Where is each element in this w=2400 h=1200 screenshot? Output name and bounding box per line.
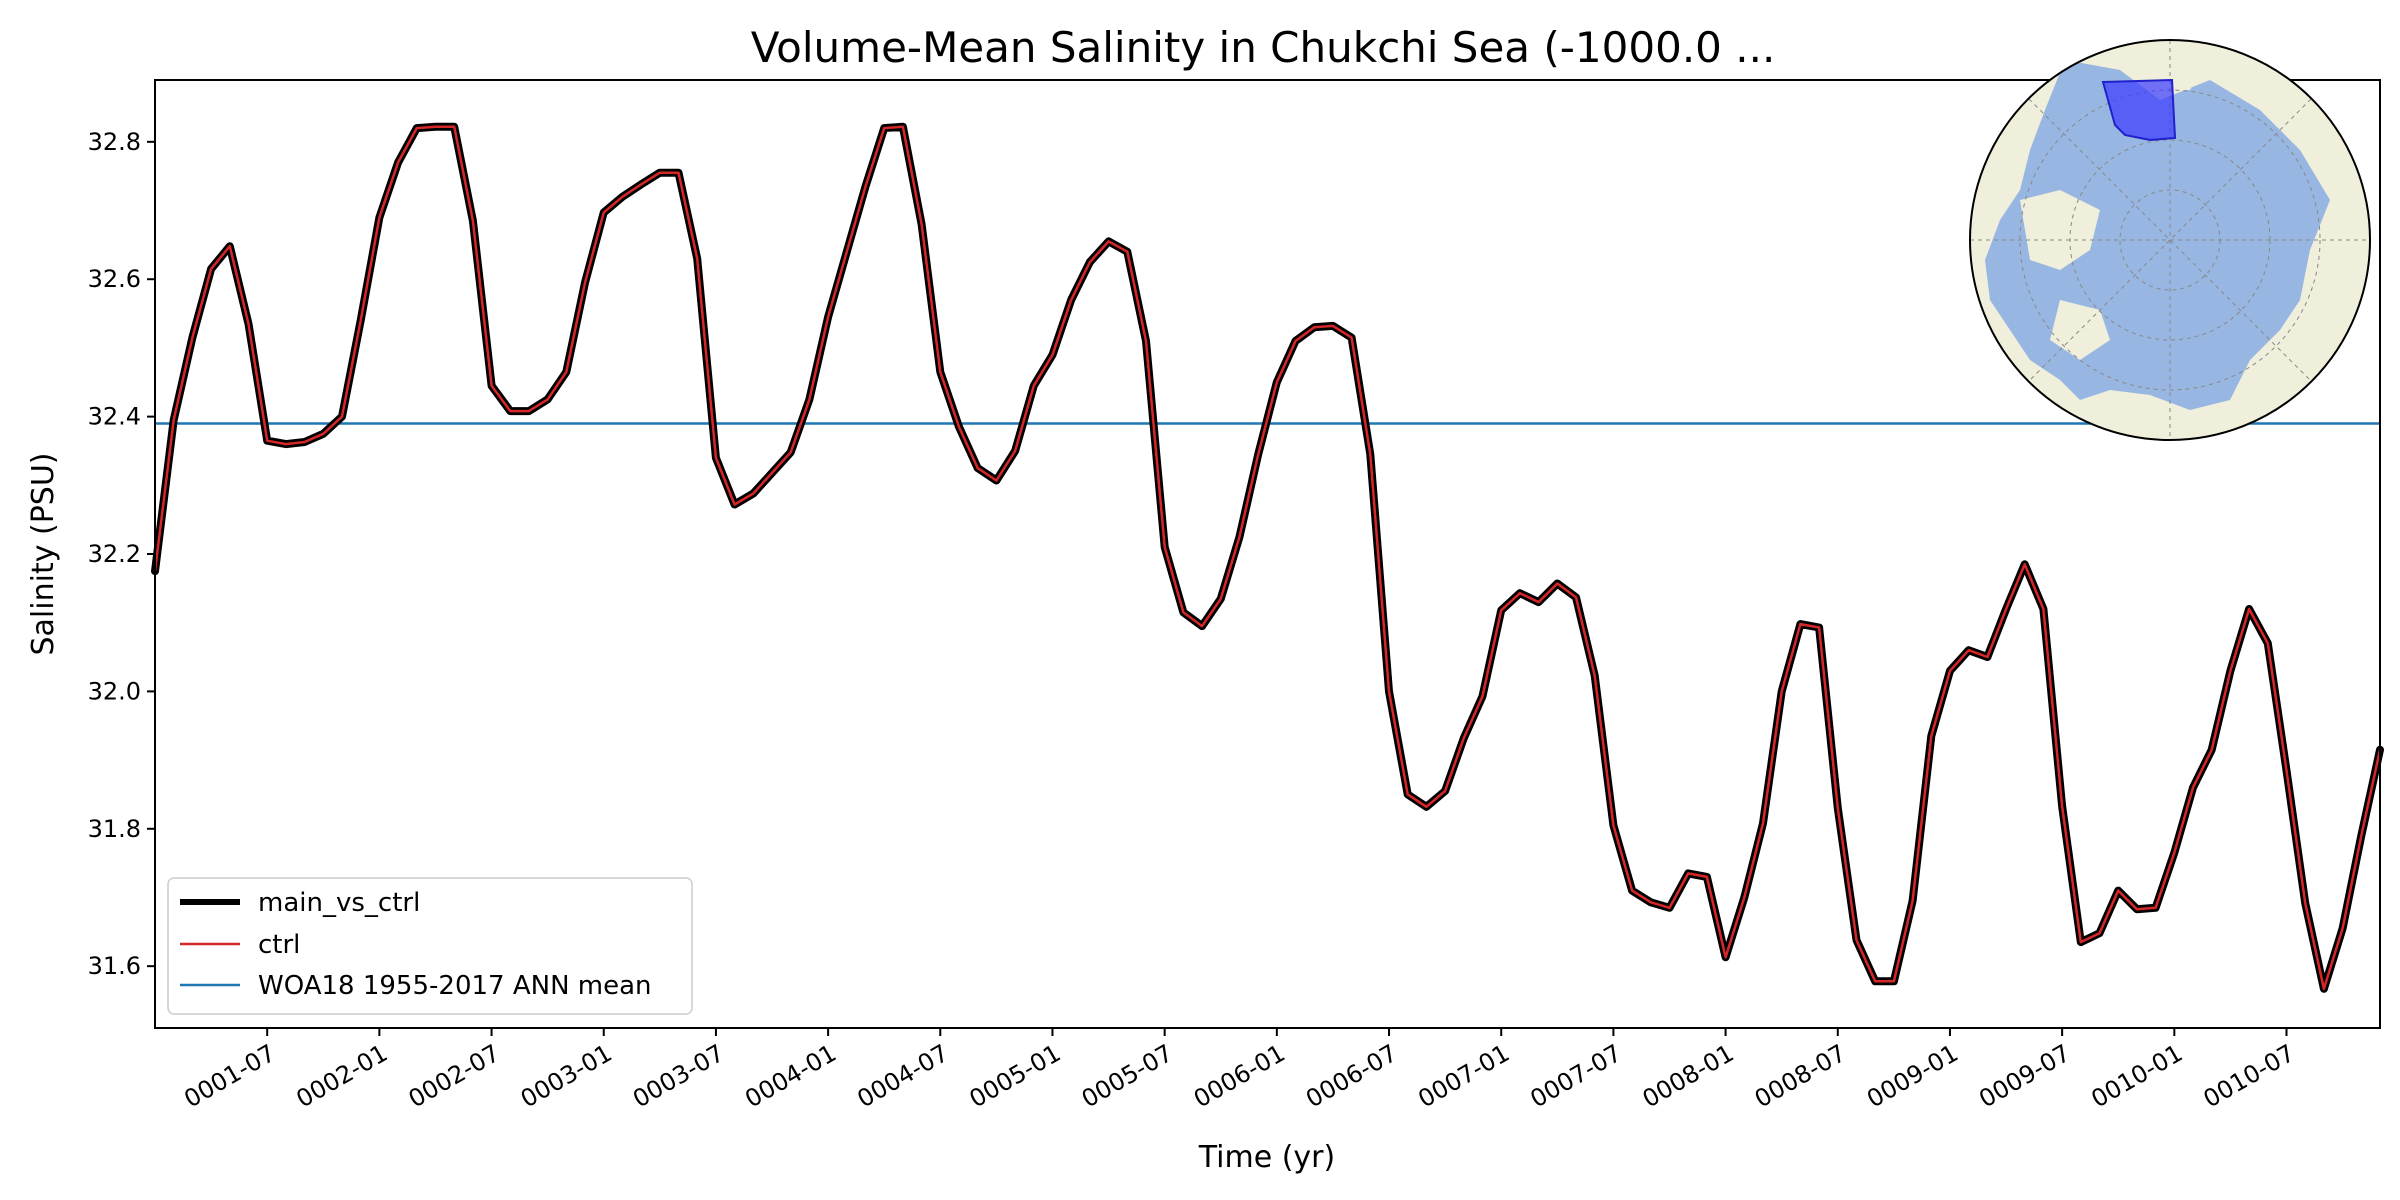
map-land-islands: [2020, 50, 2350, 410]
chart-title: Volume-Mean Salinity in Chukchi Sea (-10…: [751, 23, 1776, 72]
y-tick-label: 31.8: [88, 815, 141, 843]
legend: main_vs_ctrl ctrl WOA18 1955-2017 ANN me…: [167, 877, 693, 1015]
y-tick-label: 32.2: [88, 540, 141, 568]
x-axis-label: Time (yr): [1198, 1140, 1335, 1175]
arctic-map-inset: [1969, 39, 2371, 441]
y-tick-label: 32.6: [88, 265, 141, 293]
legend-box: [167, 877, 693, 1015]
legend-label-ctrl: ctrl: [258, 930, 300, 960]
series-ctrl-line: [153, 125, 2382, 991]
y-tick-label: 32.4: [88, 403, 141, 431]
chukchi-sea-region: [2101, 78, 2177, 142]
legend-label-main-vs-ctrl: main_vs_ctrl: [258, 888, 420, 918]
y-tick-label: 31.6: [88, 952, 141, 980]
legend-label-woa18: WOA18 1955-2017 ANN mean: [258, 971, 652, 1001]
y-axis-label: Salinity (PSU): [26, 453, 61, 656]
plot-frame: [154, 79, 2381, 1029]
y-tick-label: 32.8: [88, 128, 141, 156]
y-tick-label: 32.0: [88, 677, 141, 705]
y-axis-ticks: 31.6 31.8 32.0 32.2 32.4 32.6 32.8: [88, 128, 155, 980]
map-border: [1969, 39, 2371, 441]
